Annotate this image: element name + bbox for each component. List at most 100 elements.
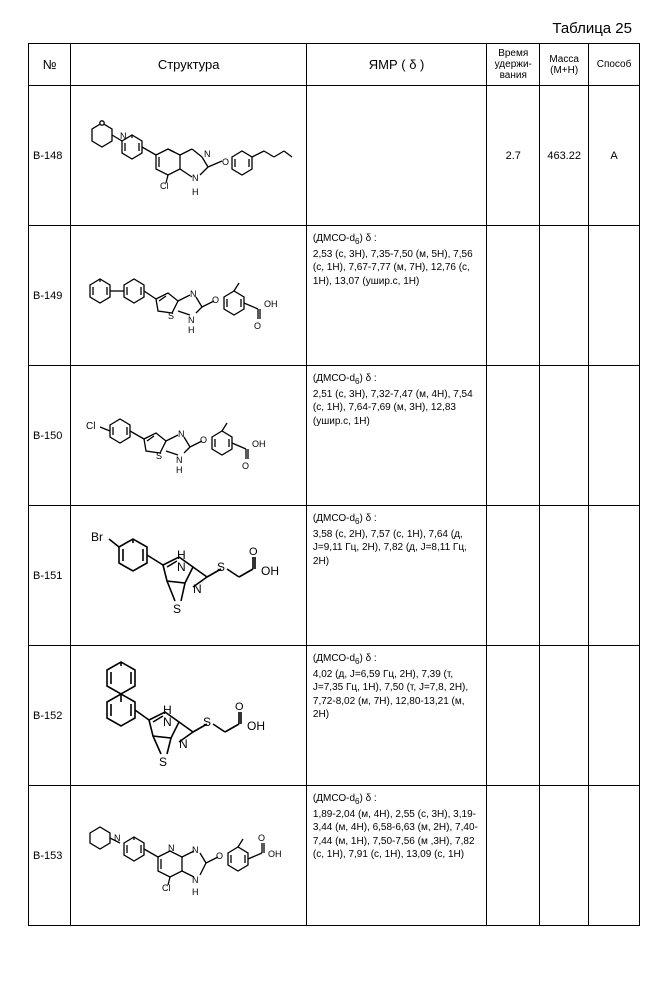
cell-structure: SNNHOOOH: [71, 226, 306, 366]
table-row: B-148NHNOClN2.7463.22A: [29, 86, 640, 226]
svg-text:N: N: [192, 875, 199, 885]
header-struct: Структура: [71, 44, 306, 86]
svg-text:S: S: [203, 715, 211, 729]
cell-rt: [487, 646, 540, 786]
svg-text:S: S: [217, 560, 225, 574]
structure-diagram: BrSHNNSOOH: [89, 519, 289, 632]
cell-nmr: [306, 86, 486, 226]
svg-text:OH: OH: [264, 299, 278, 309]
svg-text:H: H: [176, 465, 183, 475]
svg-text:O: O: [235, 701, 244, 713]
cell-nmr: (ДМСО-d6) δ :1,89-2,04 (м, 4H), 2,55 (с,…: [306, 786, 486, 926]
svg-text:S: S: [156, 451, 162, 461]
svg-text:N: N: [192, 173, 199, 183]
cell-nmr: (ДМСО-d6) δ :3,58 (с, 2H), 7,57 (с, 1H),…: [306, 506, 486, 646]
svg-text:N: N: [177, 560, 186, 574]
cell-mass: [540, 506, 589, 646]
header-nmr: ЯМР ( δ ): [306, 44, 486, 86]
cell-method: A: [589, 86, 640, 226]
svg-text:N: N: [179, 737, 188, 751]
svg-text:O: O: [200, 435, 207, 445]
svg-text:O: O: [242, 461, 249, 471]
header-mass: Масса (M+H): [540, 44, 589, 86]
table-row: B-153NNNNHOOOHCl(ДМСО-d6) δ :1,89-2,04 (…: [29, 786, 640, 926]
cell-id: B-152: [29, 646, 71, 786]
structure-diagram: NNNNHOOOHCl: [84, 799, 294, 912]
cell-mass: [540, 786, 589, 926]
cell-structure: BrSHNNSOOH: [71, 506, 306, 646]
svg-text:N: N: [204, 149, 211, 159]
table-row: B-149SNNHOOOH(ДМСО-d6) δ :2,53 (с, 3H), …: [29, 226, 640, 366]
svg-text:N: N: [168, 843, 175, 853]
cell-mass: 463.22: [540, 86, 589, 226]
svg-text:N: N: [193, 582, 202, 596]
cell-mass: [540, 646, 589, 786]
cell-rt: [487, 366, 540, 506]
svg-text:Br: Br: [91, 530, 103, 544]
cell-method: [589, 226, 640, 366]
cell-id: B-150: [29, 366, 71, 506]
svg-text:O: O: [216, 851, 223, 861]
svg-text:O: O: [249, 546, 258, 558]
cell-nmr: (ДМСО-d6) δ :2,51 (с, 3H), 7,32-7,47 (м,…: [306, 366, 486, 506]
header-rt: Время удержи-вания: [487, 44, 540, 86]
table-row: B-151BrSHNNSOOH(ДМСО-d6) δ :3,58 (с, 2H)…: [29, 506, 640, 646]
header-row: № Структура ЯМР ( δ ) Время удержи-вания…: [29, 44, 640, 86]
cell-id: B-153: [29, 786, 71, 926]
structure-diagram: SNNHOOOH: [84, 249, 294, 342]
svg-text:Cl: Cl: [162, 883, 171, 893]
cell-structure: ClSNNHOOOH: [71, 366, 306, 506]
cell-mass: [540, 226, 589, 366]
cell-method: [589, 786, 640, 926]
svg-text:Cl: Cl: [86, 421, 95, 432]
cell-structure: SHNNSOOH: [71, 646, 306, 786]
svg-text:H: H: [188, 325, 195, 335]
svg-text:OH: OH: [268, 849, 282, 859]
cell-method: [589, 506, 640, 646]
cell-nmr: (ДМСО-d6) δ :4,02 (д, J=6,59 Гц, 2H), 7,…: [306, 646, 486, 786]
svg-text:H: H: [192, 887, 199, 897]
cell-structure: NHNOClN: [71, 86, 306, 226]
svg-text:S: S: [168, 311, 174, 321]
table-row: B-152SHNNSOOH(ДМСО-d6) δ :4,02 (д, J=6,5…: [29, 646, 640, 786]
cell-rt: [487, 226, 540, 366]
cell-id: B-148: [29, 86, 71, 226]
cell-nmr: (ДМСО-d6) δ :2,53 (с, 3H), 7,35-7,50 (м,…: [306, 226, 486, 366]
svg-text:OH: OH: [252, 439, 266, 449]
cell-id: B-151: [29, 506, 71, 646]
structure-diagram: ClSNNHOOOH: [84, 389, 294, 482]
cell-rt: [487, 506, 540, 646]
svg-text:O: O: [212, 295, 219, 305]
table-row: B-150ClSNNHOOOH(ДМСО-d6) δ :2,51 (с, 3H)…: [29, 366, 640, 506]
cell-method: [589, 646, 640, 786]
table-title: Таблица 25: [28, 20, 640, 37]
svg-text:O: O: [222, 157, 229, 167]
svg-text:N: N: [188, 315, 195, 325]
cell-rt: [487, 786, 540, 926]
svg-text:N: N: [190, 289, 197, 299]
svg-text:S: S: [173, 602, 181, 616]
svg-text:N: N: [176, 455, 183, 465]
header-meth: Способ: [589, 44, 640, 86]
cell-structure: NNNNHOOOHCl: [71, 786, 306, 926]
svg-text:OH: OH: [247, 719, 265, 733]
svg-text:N: N: [178, 429, 185, 439]
header-num: №: [29, 44, 71, 86]
svg-text:H: H: [192, 187, 199, 197]
svg-text:OH: OH: [261, 564, 279, 578]
cell-method: [589, 366, 640, 506]
svg-text:N: N: [120, 131, 127, 141]
cell-rt: 2.7: [487, 86, 540, 226]
structure-diagram: NHNOClN: [84, 99, 294, 212]
svg-text:Cl: Cl: [160, 181, 169, 191]
cell-mass: [540, 366, 589, 506]
cell-id: B-149: [29, 226, 71, 366]
svg-text:S: S: [159, 755, 167, 769]
svg-text:N: N: [192, 845, 199, 855]
svg-text:O: O: [258, 833, 265, 843]
svg-text:N: N: [163, 715, 172, 729]
svg-text:O: O: [254, 321, 261, 331]
compound-table: № Структура ЯМР ( δ ) Время удержи-вания…: [28, 43, 640, 926]
structure-diagram: SHNNSOOH: [89, 654, 289, 777]
svg-text:N: N: [114, 833, 121, 843]
